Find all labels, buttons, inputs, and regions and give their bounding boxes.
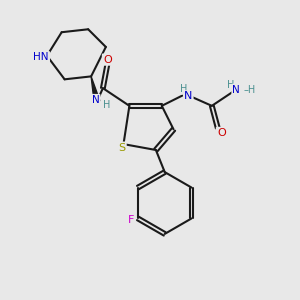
Text: N: N [184, 92, 193, 101]
Polygon shape [91, 76, 100, 102]
Text: H: H [227, 80, 235, 90]
Text: H: H [180, 84, 188, 94]
Text: F: F [128, 215, 135, 225]
Text: O: O [103, 55, 112, 64]
Text: H: H [103, 100, 110, 110]
Text: N: N [232, 85, 240, 94]
Text: O: O [217, 128, 226, 138]
Text: S: S [118, 142, 126, 153]
Text: –H: –H [244, 85, 256, 94]
Text: HN: HN [33, 52, 49, 62]
Text: N: N [92, 95, 99, 105]
Text: HN: HN [33, 52, 49, 62]
